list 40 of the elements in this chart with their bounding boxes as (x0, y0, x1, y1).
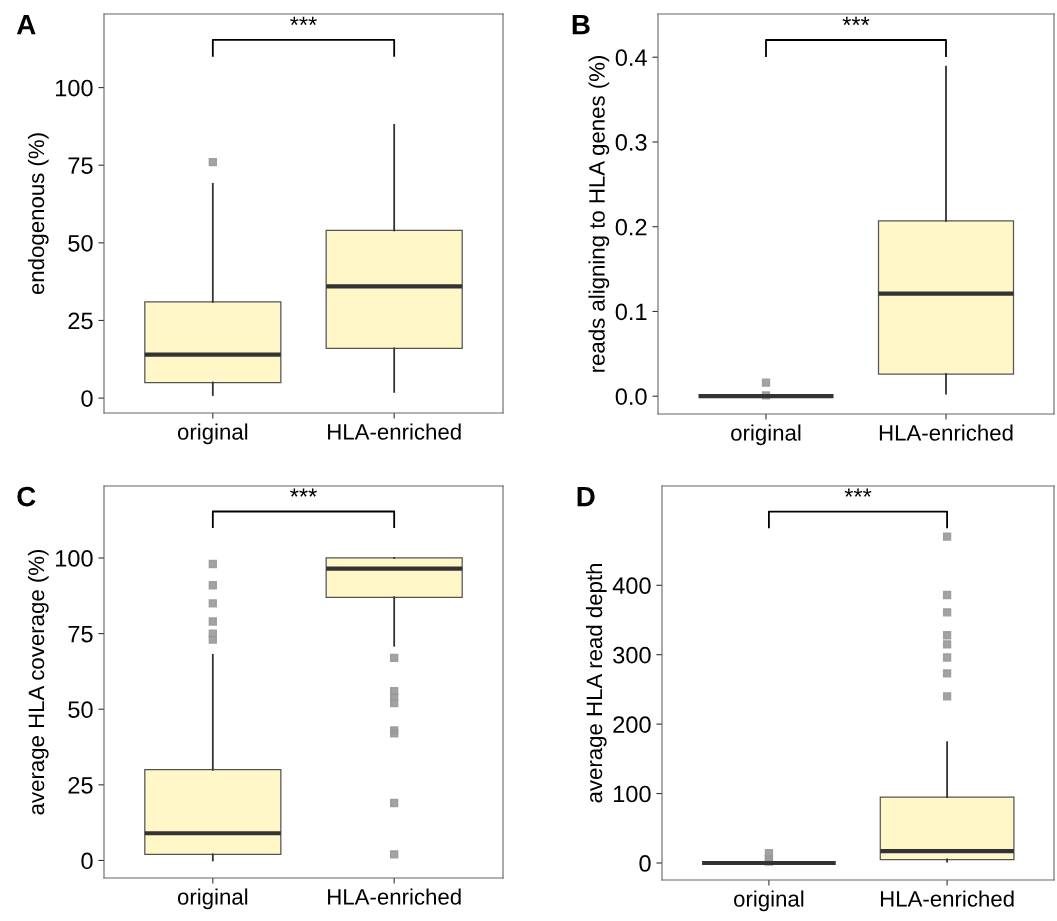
annotation: *** (290, 16, 317, 26)
x-tick-label: original (177, 888, 248, 910)
y-tick-label: 300 (613, 646, 651, 664)
y-tick-label: 75 (68, 157, 93, 174)
y-tick-label: 0.0 (615, 388, 647, 405)
y-axis-title: reads aligning to HLA genes (%) (588, 56, 610, 372)
x-tick-label: HLA-enriched (328, 888, 461, 905)
y-axis-title: endogenous (%) (27, 133, 49, 295)
x-tick-label: HLA-enriched (880, 890, 1014, 907)
x-tick-label: HLA-enriched (328, 423, 461, 440)
annotation: *** (842, 16, 870, 26)
y-tick-label: 100 (55, 79, 93, 97)
chart-title: B (572, 15, 590, 35)
y-tick-label: 25 (68, 776, 93, 794)
annotation: *** (844, 488, 872, 497)
y-tick-label: 200 (613, 716, 651, 733)
y-axis-title: average HLA coverage (%) (27, 549, 49, 815)
chart-title: A (16, 15, 36, 35)
y-tick-label: 100 (613, 785, 651, 803)
y-tick-label: 50 (68, 234, 93, 252)
y-tick-label: 0 (639, 855, 651, 872)
chart-title: D (577, 487, 595, 507)
x-tick-label: HLA-enriched (879, 424, 1013, 441)
y-tick-label: 0.1 (615, 303, 647, 321)
y-tick-label: 75 (68, 625, 93, 643)
y-tick-label: 400 (612, 577, 651, 595)
y-tick-label: 100 (55, 550, 93, 567)
x-tick-label: original (731, 424, 801, 446)
y-tick-label: 0.4 (615, 49, 647, 67)
x-tick-label: original (177, 423, 248, 445)
y-tick-label: 50 (68, 701, 93, 719)
y-tick-label: 0 (81, 852, 93, 870)
annotation: *** (290, 488, 317, 497)
x-tick-label: original (734, 890, 804, 912)
chart-title: C (17, 486, 36, 507)
y-axis-title: average HLA read depth (585, 563, 607, 803)
y-tick-label: 25 (68, 312, 93, 330)
y-tick-label: 0.3 (615, 134, 647, 151)
y-tick-label: 0 (81, 390, 93, 407)
y-tick-label: 0.2 (615, 218, 647, 236)
